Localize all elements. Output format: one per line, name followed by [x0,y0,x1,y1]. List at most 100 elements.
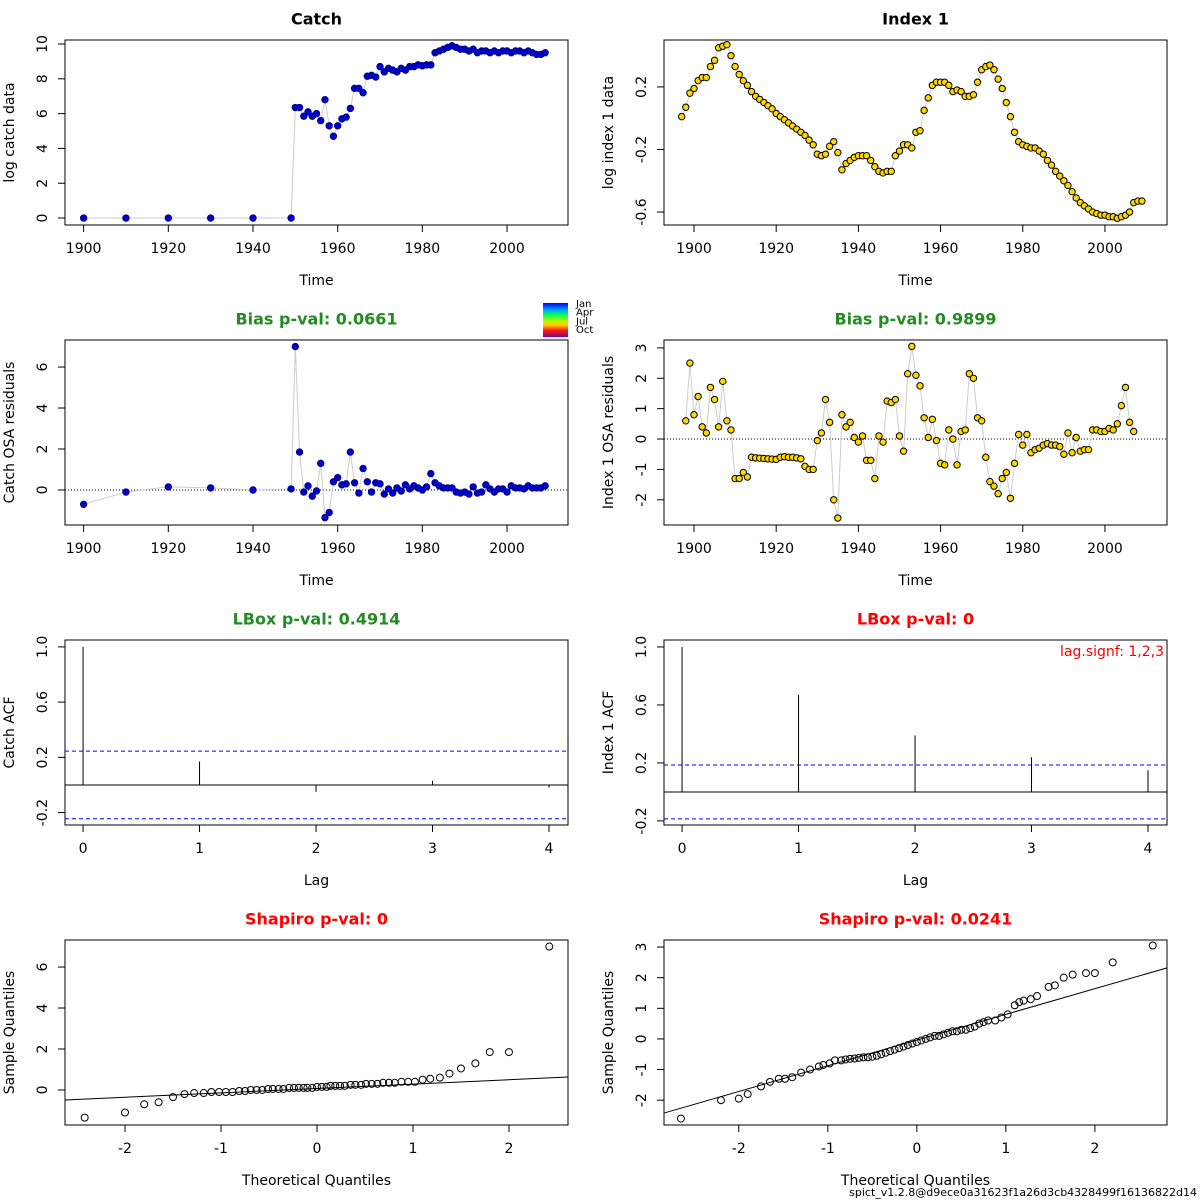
point [719,377,727,386]
point [908,342,916,351]
point [875,432,883,440]
point [304,108,312,116]
point [682,417,690,425]
point [1023,430,1031,439]
point [274,1084,283,1093]
point [834,514,842,522]
point [445,1069,454,1078]
point [1056,442,1064,451]
point [294,1083,303,1092]
point [1047,161,1056,169]
x-tick-label: 1920 [150,241,186,257]
point [376,480,384,488]
point [768,105,776,113]
point [287,485,295,493]
point [206,214,215,222]
y-tick-label: 6 [35,963,51,972]
panel-title: Bias p-val: 0.9899 [834,310,996,329]
point [465,490,473,498]
point [706,62,715,71]
point [809,465,817,474]
point [120,1108,129,1117]
x-tick-label: 1 [1001,1141,1010,1157]
point [299,1083,308,1092]
point [503,488,511,496]
point [122,214,130,222]
point [710,395,719,404]
point [801,131,809,140]
point [1019,441,1027,449]
point [1056,172,1064,180]
y-tick-label: 2 [35,1045,51,1054]
point [164,214,173,222]
x-tick-label: 1980 [1005,541,1041,557]
point [809,141,817,149]
point [397,487,405,495]
point [825,418,834,427]
point [376,62,384,71]
point [710,56,719,65]
x-tick-label: 0 [678,841,687,857]
point [813,436,821,445]
point [842,423,850,431]
point [846,418,854,427]
point [895,432,904,440]
point [821,395,830,404]
point [333,122,342,130]
point [355,489,363,497]
point [912,371,920,379]
panel-title: Catch [291,10,342,29]
point [1060,177,1068,185]
point [1117,401,1126,410]
x-tick-label: 2000 [489,241,525,257]
point [426,1074,435,1083]
point [363,478,372,486]
point [1148,941,1157,950]
point [190,1089,199,1098]
point [312,487,321,495]
plot-frame [64,639,569,826]
point [982,453,990,461]
point [694,392,702,401]
point [924,433,932,442]
point [920,106,928,115]
point [389,489,397,497]
point [351,1080,360,1089]
x-tick-label: 1 [794,841,803,857]
point [821,150,830,158]
x-tick-label: 1 [195,841,204,857]
qq-line [64,1076,569,1101]
point [249,214,257,222]
x-tick-label: 1920 [758,541,794,557]
y-tick-label: -0.2 [634,807,650,834]
x-tick-label: -1 [821,1141,835,1157]
point [379,1078,388,1087]
point [834,148,842,157]
x-axis-label: Time [897,573,932,589]
panel-title: Shapiro p-val: 0 [245,910,388,929]
point [317,459,325,468]
y-tick-label: -0.2 [634,136,650,163]
point [545,942,554,951]
point [743,1090,752,1099]
point [727,426,735,434]
point [373,1079,382,1088]
x-tick-label: 1980 [405,241,441,257]
point [79,214,88,222]
point [1068,449,1076,457]
point [367,1079,376,1088]
legend-label: Oct [576,325,593,336]
y-tick-label: 3 [634,943,650,952]
point [1072,433,1080,442]
point [686,359,694,367]
point [1050,981,1059,990]
point [903,370,912,378]
x-axis-label: Time [298,573,333,589]
y-axis-label: log index 1 data [601,76,617,189]
point [895,147,904,155]
point [837,1056,846,1065]
panel-title: LBox p-val: 0.4914 [233,610,401,629]
point [342,113,350,121]
point [367,488,376,496]
x-tick-label: 1960 [320,541,356,557]
